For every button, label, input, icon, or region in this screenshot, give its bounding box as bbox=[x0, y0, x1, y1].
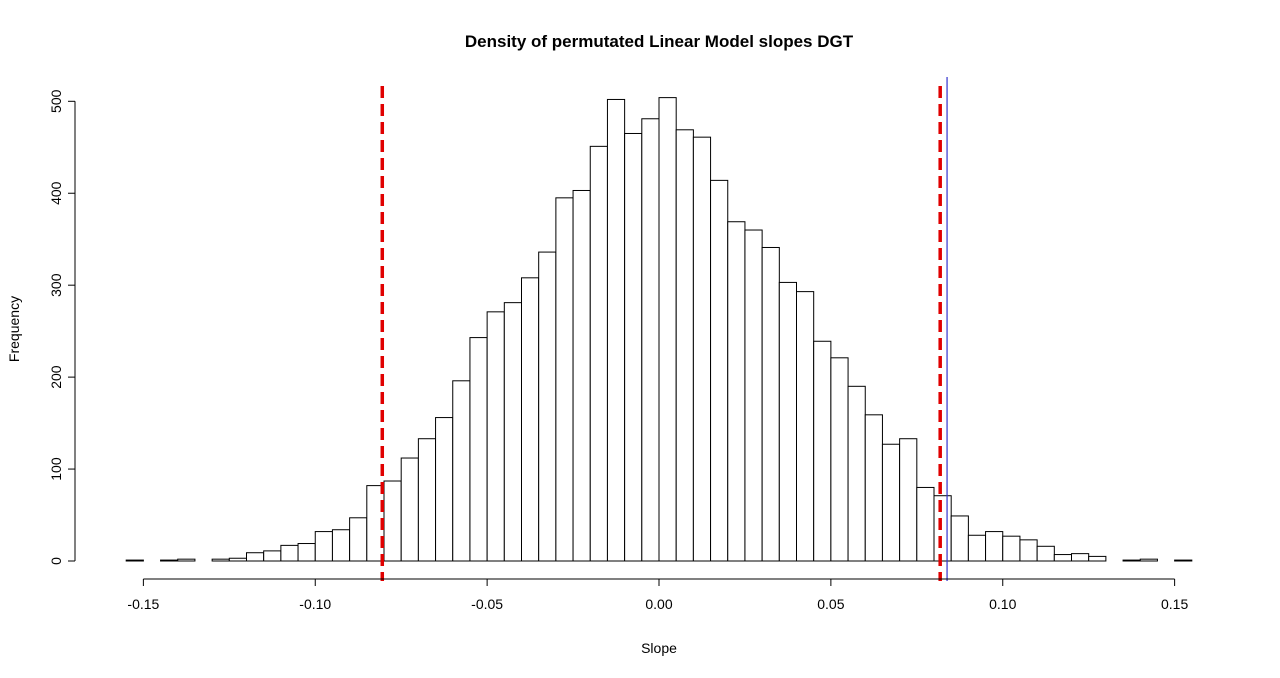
histogram-bar bbox=[796, 291, 815, 562]
histogram-bar bbox=[538, 251, 557, 562]
y-axis: 0 100 200 300 400 500 bbox=[48, 89, 76, 565]
histogram-bar bbox=[692, 136, 712, 562]
histogram-bar bbox=[1071, 553, 1090, 562]
histogram-bar bbox=[985, 531, 1004, 562]
y-tick-label: 300 bbox=[48, 273, 64, 297]
x-tick-label: -0.05 bbox=[471, 596, 503, 612]
histogram-bar bbox=[864, 414, 883, 562]
x-tick-label: 0.15 bbox=[1161, 596, 1188, 612]
histogram-bar bbox=[1036, 545, 1055, 562]
histogram-bar bbox=[331, 529, 351, 562]
y-tick-label: 200 bbox=[48, 365, 64, 389]
histogram-bars bbox=[125, 97, 1193, 562]
x-tick-label: 0.00 bbox=[645, 596, 672, 612]
histogram-bar bbox=[675, 129, 694, 562]
histogram-bar bbox=[228, 557, 247, 562]
histogram-bar bbox=[1053, 554, 1073, 562]
histogram-bar bbox=[417, 438, 437, 562]
y-axis-label: Frequency bbox=[6, 296, 22, 362]
x-tick-label: 0.05 bbox=[817, 596, 844, 612]
histogram-bar bbox=[314, 531, 333, 562]
y-tick-label: 0 bbox=[48, 557, 64, 565]
histogram-bar bbox=[899, 438, 918, 562]
histogram-bar bbox=[211, 558, 230, 562]
histogram-bar bbox=[503, 302, 522, 562]
histogram-bar bbox=[813, 340, 832, 562]
x-tick-label: -0.15 bbox=[127, 596, 159, 612]
histogram-bar bbox=[435, 417, 454, 562]
histogram-bar bbox=[1122, 559, 1141, 562]
histogram-bar bbox=[246, 552, 265, 562]
histogram-bar bbox=[297, 543, 316, 562]
histogram-bar bbox=[847, 385, 866, 562]
histogram-bar bbox=[383, 480, 402, 562]
reference-lines bbox=[380, 77, 948, 581]
histogram-bar bbox=[160, 559, 179, 562]
histogram-bar bbox=[710, 179, 729, 562]
histogram-bar bbox=[658, 97, 677, 562]
histogram-bar bbox=[830, 357, 849, 562]
histogram-bar bbox=[1002, 535, 1021, 562]
histogram-bar bbox=[1139, 558, 1158, 562]
histogram-bar bbox=[280, 544, 299, 562]
x-axis: -0.15 -0.10 -0.05 0.00 0.05 0.10 0.15 bbox=[127, 578, 1188, 612]
histogram-bar bbox=[400, 457, 419, 562]
histogram-bar bbox=[778, 281, 797, 562]
x-tick-label: -0.10 bbox=[299, 596, 331, 612]
histogram-bar bbox=[727, 221, 746, 562]
histogram-bar bbox=[486, 311, 505, 562]
histogram-bar bbox=[521, 277, 540, 562]
histogram-bar bbox=[572, 189, 591, 562]
histogram-bar bbox=[469, 337, 488, 562]
chart-title: Density of permutated Linear Model slope… bbox=[465, 32, 854, 51]
histogram-bar bbox=[967, 534, 987, 562]
histogram-bar bbox=[761, 246, 780, 562]
y-tick-label: 500 bbox=[48, 89, 64, 113]
histogram-bar bbox=[349, 517, 368, 562]
histogram-bar bbox=[1088, 555, 1107, 562]
histogram-bar bbox=[641, 118, 660, 562]
histogram-bar bbox=[1174, 559, 1193, 562]
histogram-bar bbox=[1019, 539, 1038, 562]
x-axis-label: Slope bbox=[641, 640, 677, 656]
x-tick-label: 0.10 bbox=[989, 596, 1016, 612]
histogram-bar bbox=[555, 197, 574, 562]
histogram-bar bbox=[624, 132, 643, 562]
histogram-bar bbox=[589, 145, 608, 562]
histogram-bar bbox=[263, 550, 282, 562]
histogram-bar bbox=[916, 486, 935, 562]
histogram-bar bbox=[933, 495, 952, 562]
histogram-bar bbox=[177, 558, 196, 562]
y-tick-label: 400 bbox=[48, 181, 64, 205]
histogram-bar bbox=[452, 380, 471, 562]
histogram-bar bbox=[125, 559, 144, 562]
histogram-bar bbox=[744, 229, 763, 562]
histogram-bar bbox=[950, 515, 969, 562]
histogram-bar bbox=[606, 98, 626, 562]
y-tick-label: 100 bbox=[48, 457, 64, 481]
histogram-bar bbox=[881, 443, 901, 562]
